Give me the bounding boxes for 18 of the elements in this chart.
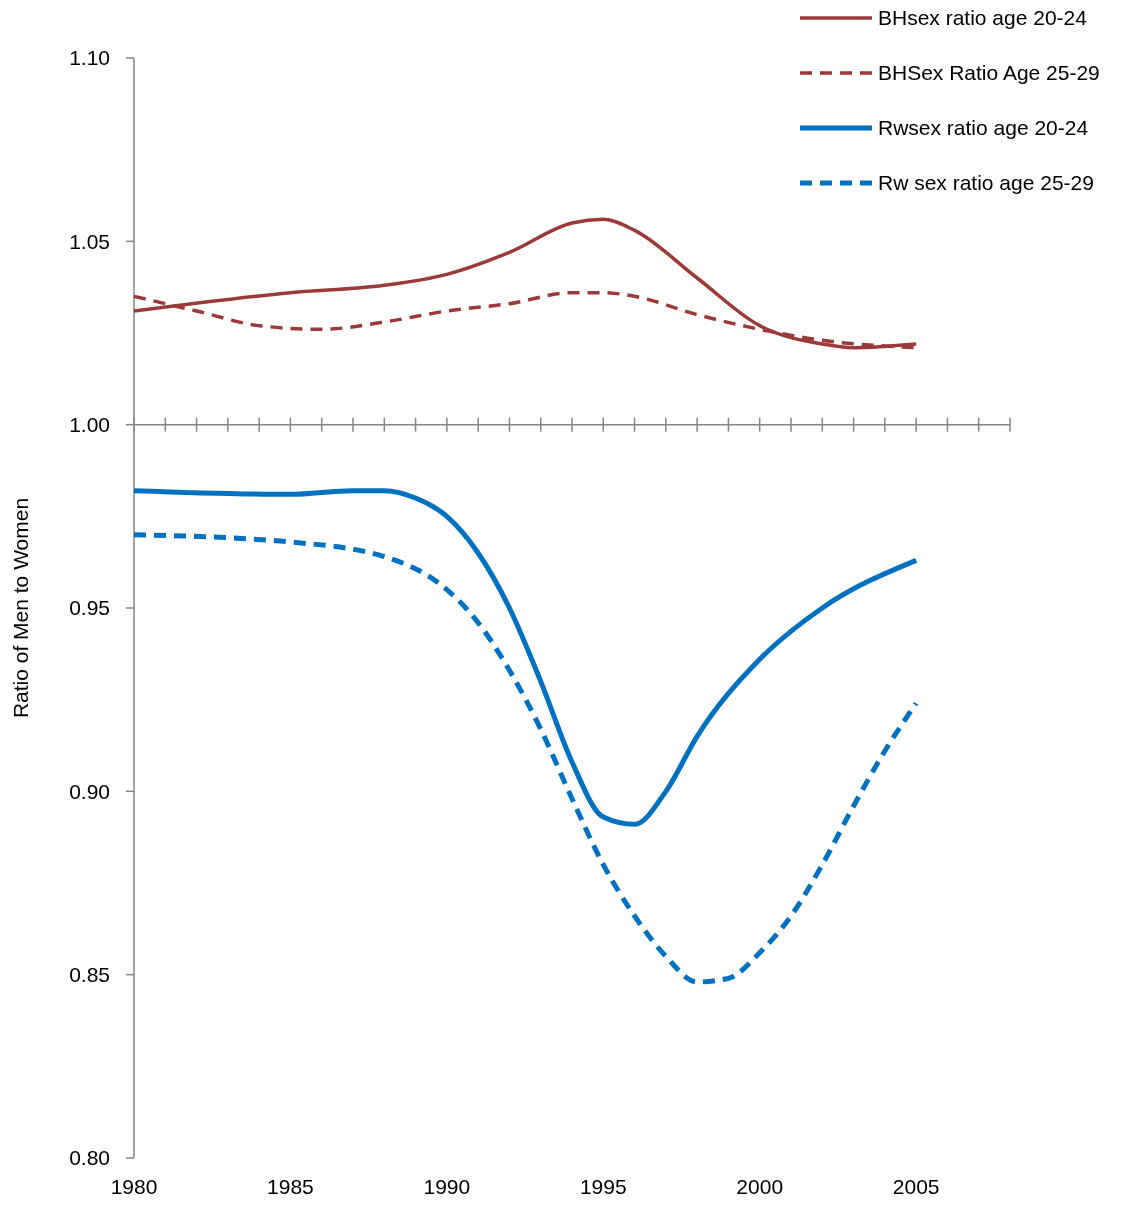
legend-label: Rwsex ratio age 20-24 bbox=[878, 116, 1089, 140]
y-tick-label: 1.00 bbox=[69, 413, 110, 437]
x-tick-label: 1985 bbox=[267, 1175, 314, 1198]
y-tick-label: 1.10 bbox=[69, 46, 110, 70]
x-tick-label: 2005 bbox=[892, 1175, 940, 1198]
legend-label: Rw sex ratio age 25-29 bbox=[878, 171, 1094, 195]
y-tick-label: 1.05 bbox=[69, 229, 110, 253]
x-tick-label: 2000 bbox=[736, 1175, 784, 1198]
x-tick-label: 1980 bbox=[110, 1175, 158, 1198]
y-tick-label: 0.85 bbox=[69, 963, 110, 987]
y-tick-label: 0.90 bbox=[69, 779, 110, 803]
y-axis-title: Ratio of Men to Women bbox=[9, 497, 32, 719]
x-tick-label: 1990 bbox=[423, 1175, 471, 1198]
legend-label: BHsex ratio age 20-24 bbox=[878, 6, 1088, 30]
y-tick-label: 0.95 bbox=[69, 596, 110, 620]
legend-label: BHSex Ratio Age 25-29 bbox=[878, 61, 1100, 85]
x-tick-label: 1995 bbox=[579, 1175, 627, 1198]
y-tick-label: 0.80 bbox=[69, 1146, 110, 1170]
